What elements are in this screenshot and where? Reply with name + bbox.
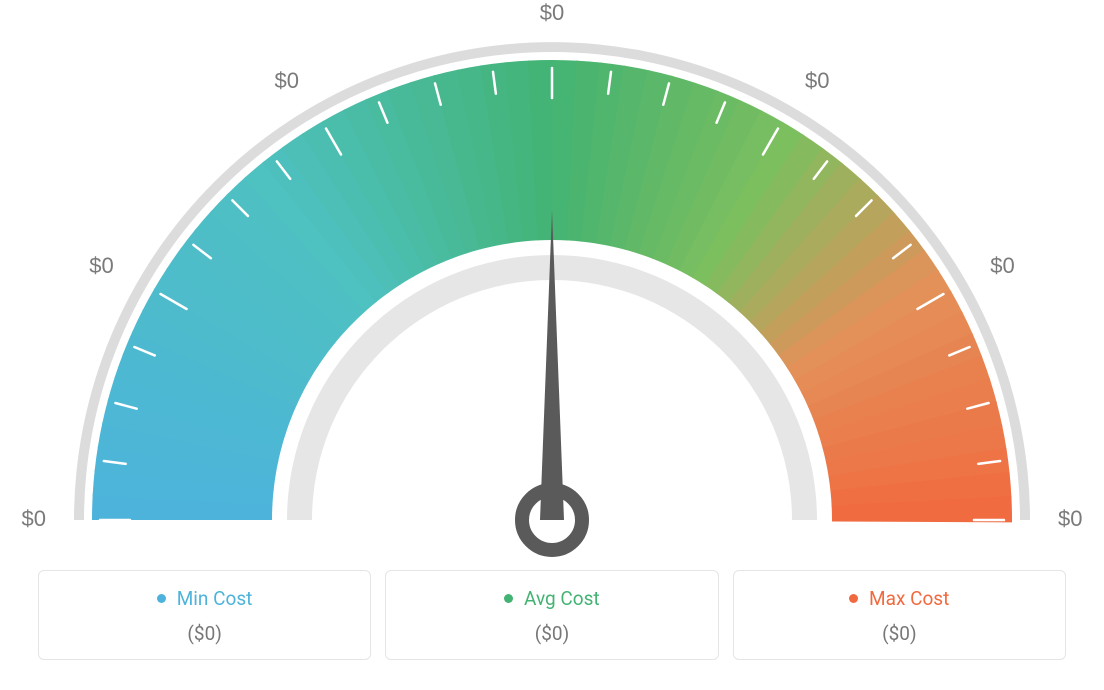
legend-card-max: Max Cost ($0) <box>733 570 1066 660</box>
legend-card-avg: Avg Cost ($0) <box>385 570 718 660</box>
legend-row: Min Cost ($0) Avg Cost ($0) Max Cost ($0… <box>38 570 1066 660</box>
legend-label-text-min: Min Cost <box>177 587 253 610</box>
svg-text:$0: $0 <box>540 0 564 25</box>
legend-dot-max <box>849 594 858 603</box>
legend-value-max: ($0) <box>734 622 1065 645</box>
gauge-svg: $0 $0 $0 $0 $0 $0 $0 <box>0 0 1104 560</box>
legend-label-min: Min Cost <box>39 587 370 610</box>
svg-text:$0: $0 <box>275 68 299 93</box>
legend-label-text-avg: Avg Cost <box>524 587 600 610</box>
legend-label-avg: Avg Cost <box>386 587 717 610</box>
legend-dot-min <box>157 594 166 603</box>
svg-text:$0: $0 <box>1058 506 1082 531</box>
svg-text:$0: $0 <box>89 253 113 278</box>
legend-card-min: Min Cost ($0) <box>38 570 371 660</box>
svg-text:$0: $0 <box>990 253 1014 278</box>
svg-text:$0: $0 <box>22 506 46 531</box>
legend-label-text-max: Max Cost <box>869 587 949 610</box>
legend-label-max: Max Cost <box>734 587 1065 610</box>
legend-dot-avg <box>504 594 513 603</box>
gauge-chart: $0 $0 $0 $0 $0 $0 $0 <box>0 0 1104 560</box>
svg-text:$0: $0 <box>805 68 829 93</box>
legend-value-min: ($0) <box>39 622 370 645</box>
legend-value-avg: ($0) <box>386 622 717 645</box>
